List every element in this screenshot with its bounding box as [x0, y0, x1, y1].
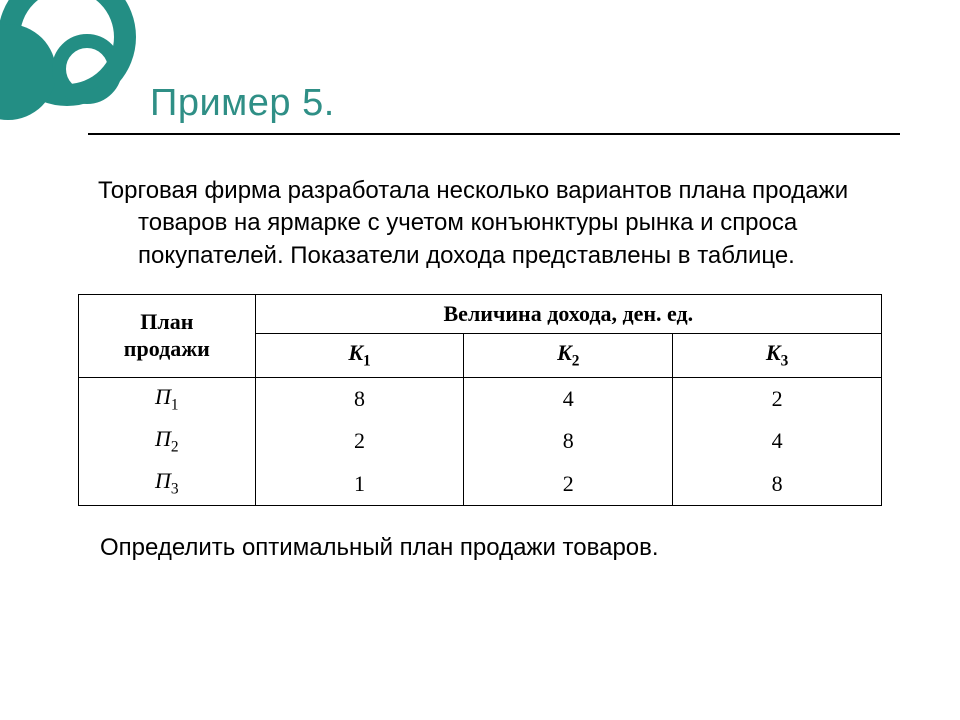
table-row: П1 8 4 2 [79, 377, 882, 420]
col-header-k2: K2 [464, 334, 673, 377]
cell: 2 [255, 420, 464, 462]
title-rule [88, 133, 900, 135]
cell: 2 [464, 462, 673, 505]
task-instruction: Определить оптимальный план продажи това… [100, 534, 880, 562]
table-row: П3 1 2 8 [79, 462, 882, 505]
table-row: П2 2 8 4 [79, 420, 882, 462]
income-table-wrap: Планпродажи Величина дохода, ден. ед. K1… [78, 294, 882, 506]
row-label-2: П2 [79, 420, 256, 462]
row-label-3: П3 [79, 462, 256, 505]
cell: 8 [673, 462, 882, 505]
col-header-k3: K3 [673, 334, 882, 377]
cell: 4 [464, 377, 673, 420]
cell: 8 [464, 420, 673, 462]
slide-title: Пример 5. [150, 82, 960, 125]
cell: 1 [255, 462, 464, 505]
cell: 4 [673, 420, 882, 462]
plan-header-text: Планпродажи [124, 309, 210, 360]
row-label-1: П1 [79, 377, 256, 420]
problem-statement: Торговая фирма разработала несколько вар… [98, 175, 880, 272]
paragraph: Торговая фирма разработала несколько вар… [98, 175, 880, 272]
slide: Пример 5. Торговая фирма разработала нес… [0, 0, 960, 720]
col-header-income: Величина дохода, ден. ед. [255, 295, 881, 334]
col-header-plan: Планпродажи [79, 295, 256, 377]
cell: 2 [673, 377, 882, 420]
cell: 8 [255, 377, 464, 420]
income-table: Планпродажи Величина дохода, ден. ед. K1… [78, 294, 882, 506]
col-header-k1: K1 [255, 334, 464, 377]
